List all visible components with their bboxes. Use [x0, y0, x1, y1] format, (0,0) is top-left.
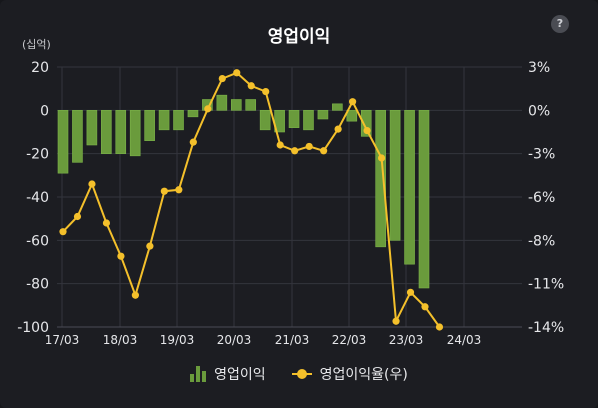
x-tick-label: 18/03	[103, 333, 138, 347]
left-tick-label: -80	[26, 277, 49, 293]
bar	[57, 110, 69, 174]
line-point	[406, 288, 415, 296]
help-icon[interactable]: ?	[551, 15, 569, 33]
x-tick-label: 17/03	[45, 333, 80, 347]
bar	[317, 110, 329, 120]
line-point	[88, 180, 96, 188]
line-point	[363, 126, 371, 135]
bar	[187, 110, 199, 118]
line-point	[73, 212, 82, 221]
bar	[375, 110, 386, 248]
x-tick-label: 22/03	[332, 333, 367, 347]
line-point	[305, 142, 313, 151]
bar	[86, 110, 98, 146]
left-tick-label: -60	[26, 233, 49, 249]
bar-series-operating-profit	[57, 94, 430, 289]
x-tick-label: 20/03	[217, 333, 252, 347]
bar	[303, 110, 314, 131]
legend: 영업이익 영업이익율(우)	[0, 364, 598, 384]
bar	[216, 94, 228, 111]
right-tick-label: -3%	[528, 147, 555, 163]
bar	[144, 110, 155, 141]
bar	[259, 110, 271, 131]
line-point	[349, 98, 357, 106]
bar	[129, 110, 141, 157]
bar	[389, 110, 401, 241]
grid-lines	[57, 66, 522, 328]
legend-item-bar[interactable]: 영업이익	[190, 364, 266, 384]
line-point	[377, 154, 386, 162]
right-tick-label: -8%	[528, 233, 555, 249]
left-tick-label: 0	[40, 103, 49, 119]
bar	[288, 110, 300, 128]
legend-bar-label: 영업이익	[214, 367, 266, 383]
bar	[360, 110, 372, 137]
bar	[418, 110, 430, 289]
bar	[158, 110, 170, 131]
x-tick-label: 24/03	[447, 333, 482, 347]
legend-item-line[interactable]: 영업이익율(우)	[291, 364, 408, 384]
x-tick-label: 21/03	[275, 333, 310, 347]
line-point	[421, 303, 429, 311]
line-point	[435, 323, 444, 331]
line-marker-icon	[291, 367, 312, 381]
right-tick-label: -14%	[528, 320, 564, 336]
bar	[101, 110, 112, 154]
right-tick-label: 3%	[528, 60, 550, 76]
line-point	[146, 242, 154, 250]
left-axis-ticks: 20 0 -20 -40 -60 -80 -100	[17, 60, 49, 336]
bar	[245, 99, 257, 111]
line-point	[334, 125, 342, 133]
right-tick-label: -11%	[528, 277, 564, 293]
left-tick-label: -100	[17, 320, 49, 336]
right-tick-label: 0%	[528, 103, 550, 119]
right-tick-label: -6%	[528, 190, 555, 206]
bar-chart-icon	[190, 366, 207, 382]
line-point	[320, 147, 328, 155]
line-point	[291, 147, 299, 155]
line-point	[204, 105, 212, 113]
x-axis-ticks: 17/03 18/03 19/03 20/03 21/03 22/03 23/03 24/03	[45, 333, 482, 347]
line-point	[233, 69, 241, 77]
line-point	[131, 291, 139, 299]
line-series-operating-margin	[59, 69, 444, 331]
chart-title: 영업이익	[267, 27, 331, 47]
line-point	[59, 228, 67, 236]
bar	[346, 110, 358, 122]
line-point	[392, 317, 400, 325]
left-tick-label: 20	[31, 60, 49, 76]
line-point	[117, 252, 125, 260]
line-point	[160, 187, 168, 195]
bar	[72, 110, 83, 163]
left-tick-label: -20	[26, 147, 49, 163]
left-axis-unit: (십억)	[22, 38, 51, 51]
line-point	[189, 138, 197, 146]
right-axis-ticks: 3% 0% -3% -6% -8% -11% -14%	[528, 60, 564, 336]
line-point	[102, 219, 111, 227]
bar	[173, 110, 184, 131]
bar	[404, 110, 415, 265]
line-point	[276, 141, 284, 149]
x-tick-label: 19/03	[160, 333, 195, 347]
bar	[332, 103, 343, 111]
line-point	[218, 74, 226, 83]
left-tick-label: -40	[26, 190, 49, 206]
line-point	[175, 186, 183, 194]
bar	[115, 110, 127, 154]
line-point	[262, 87, 270, 96]
bar	[230, 99, 242, 111]
line-point	[247, 82, 255, 90]
x-tick-label: 23/03	[389, 333, 424, 347]
legend-line-label: 영업이익율(우)	[319, 367, 408, 383]
